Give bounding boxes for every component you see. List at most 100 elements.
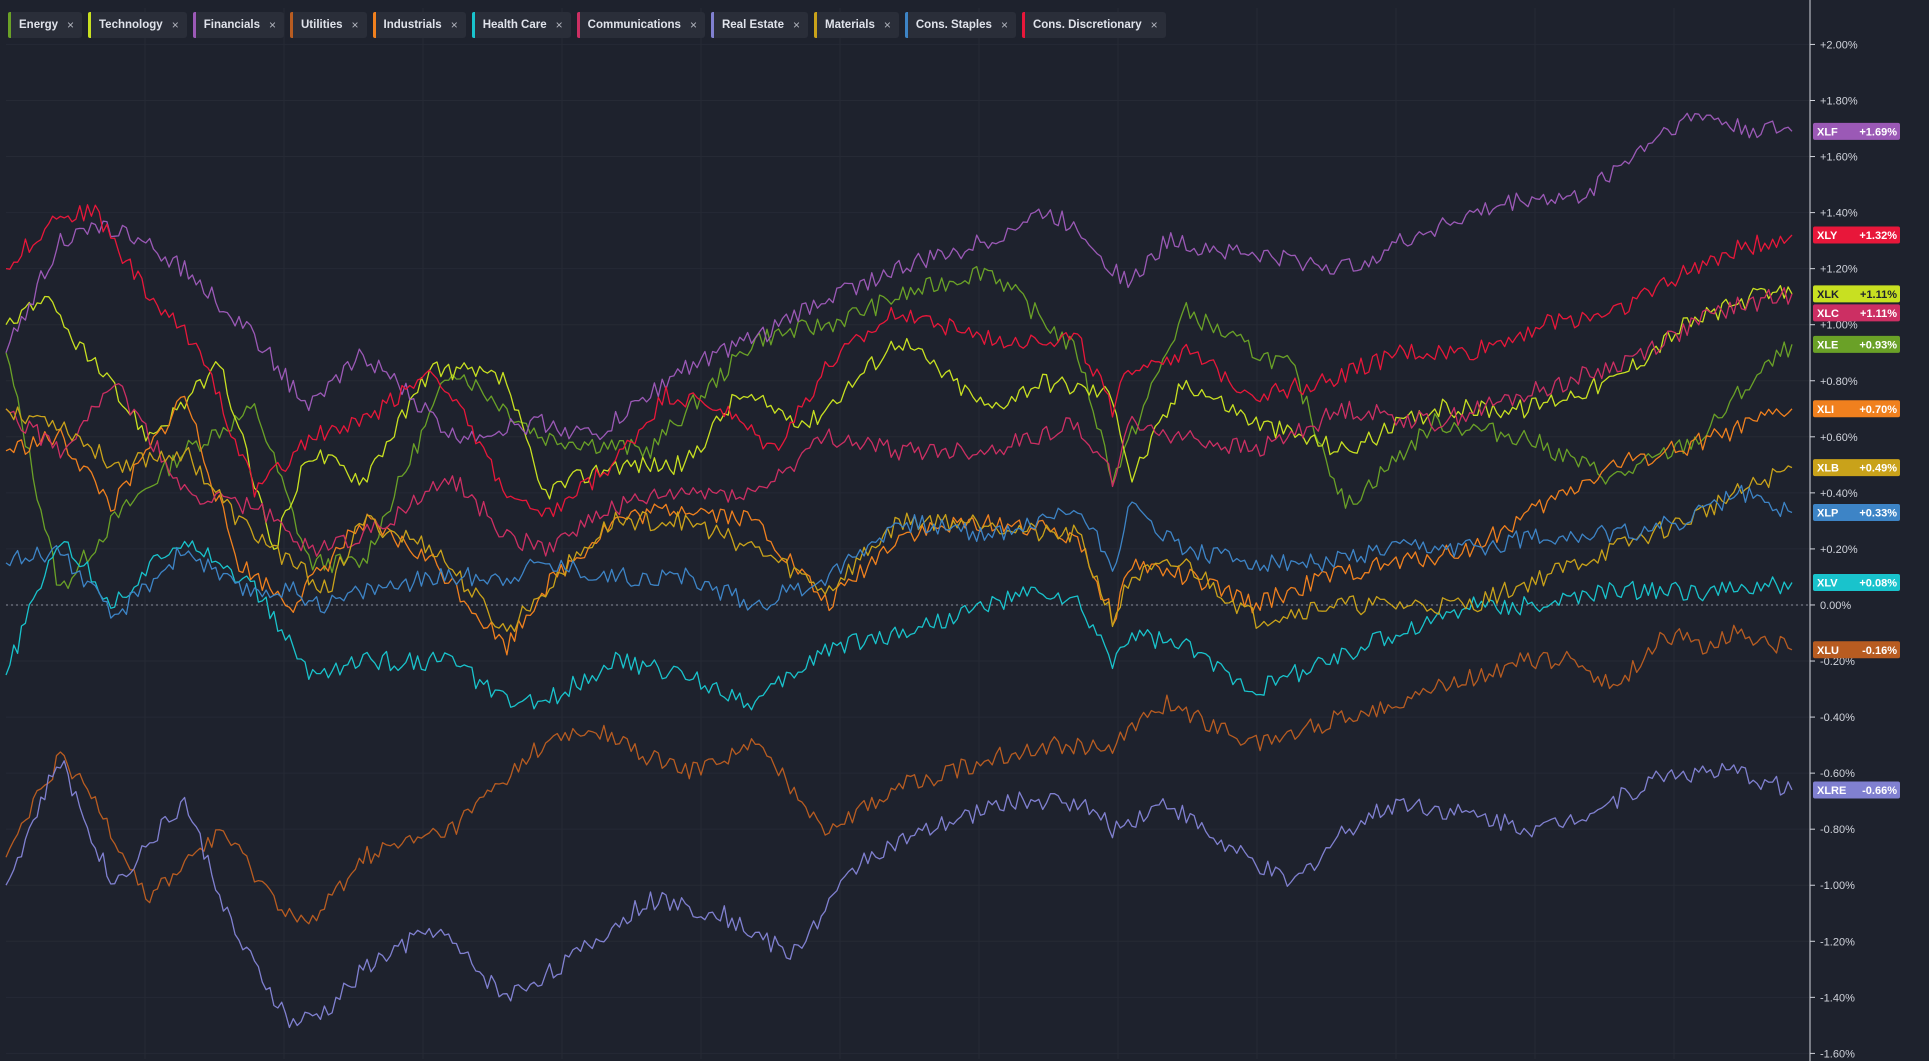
close-icon[interactable]: × [1150, 18, 1158, 32]
tag-background [1813, 781, 1900, 799]
series-line-xlc[interactable] [5, 287, 1793, 557]
tag-ticker: XLF [1817, 126, 1838, 138]
chart-grid [6, 8, 1810, 1059]
last-value-tag-xlf: XLF +1.69% [1813, 122, 1900, 140]
close-icon[interactable]: × [792, 18, 800, 32]
legend-bar: Energy × Technology × Financials × Utilities × I… [8, 12, 1166, 38]
legend-label: Financials [203, 19, 260, 31]
close-icon[interactable]: × [67, 18, 75, 32]
series-line-xli[interactable] [5, 395, 1793, 656]
legend-color-swatch [289, 12, 293, 38]
tag-value: +0.49% [1859, 463, 1897, 475]
legend-chip-utilities[interactable]: Utilities × [289, 12, 367, 38]
legend-color-swatch [471, 12, 475, 38]
y-tick-label: +1.60% [1820, 152, 1858, 164]
series-line-xlv[interactable] [5, 540, 1793, 711]
legend-color-swatch [904, 12, 908, 38]
legend-label: Energy [19, 19, 58, 31]
last-value-tag-xlv: XLV +0.08% [1813, 574, 1900, 592]
close-icon[interactable]: × [555, 18, 563, 32]
legend-label: Materials [825, 19, 875, 31]
last-value-tag-xlre: XLRE -0.66% [1813, 781, 1900, 799]
last-value-tag-xlb: XLB +0.49% [1813, 459, 1900, 477]
legend-chip-industrials[interactable]: Industrials × [372, 12, 466, 38]
tag-ticker: XLB [1817, 463, 1839, 475]
y-tick-label: -1.00% [1820, 880, 1855, 892]
y-tick-label: -0.40% [1820, 712, 1855, 724]
series-line-xlre[interactable] [5, 760, 1793, 1029]
legend-label: Utilities [300, 19, 343, 31]
tag-value: +1.11% [1860, 289, 1897, 301]
legend-chip-materials[interactable]: Materials × [814, 12, 899, 38]
legend-label: Communications [587, 19, 681, 31]
close-icon[interactable]: × [351, 18, 359, 32]
tag-background [1813, 122, 1900, 140]
tag-ticker: XLY [1817, 230, 1838, 242]
series-line-xlf[interactable] [5, 112, 1793, 444]
legend-label: Cons. Discretionary [1032, 19, 1142, 31]
close-icon[interactable]: × [268, 18, 276, 32]
series-line-xle[interactable] [5, 265, 1793, 590]
y-tick-label: -1.20% [1820, 936, 1855, 948]
legend-color-swatch [814, 12, 817, 38]
tag-value: +0.08% [1859, 578, 1897, 590]
tag-ticker: XLU [1817, 645, 1839, 657]
legend-chip-health-care[interactable]: Health Care × [471, 12, 571, 38]
y-tick-label: +1.20% [1820, 264, 1858, 276]
tag-value: +1.32% [1859, 230, 1897, 242]
tag-value: +0.33% [1859, 507, 1897, 519]
legend-chip-energy[interactable]: Energy × [8, 12, 83, 38]
series-line-xlk[interactable] [5, 285, 1793, 550]
last-value-tag-xli: XLI +0.70% [1813, 400, 1900, 418]
last-value-tags: XLF +1.69% XLY +1.32% XLK +1.11% XLC +1.11% XLE +… [1813, 122, 1900, 799]
legend-label: Real Estate [721, 19, 784, 31]
legend-chip-cons-staples[interactable]: Cons. Staples × [904, 12, 1016, 38]
legend-chip-financials[interactable]: Financials × [192, 12, 284, 38]
tag-ticker: XLK [1817, 289, 1839, 301]
tag-ticker: XLV [1817, 578, 1838, 590]
legend-color-swatch [710, 12, 714, 38]
close-icon[interactable]: × [689, 18, 697, 32]
legend-label: Technology [99, 19, 163, 31]
legend-color-swatch [88, 12, 92, 38]
series-line-xlb[interactable] [5, 406, 1793, 633]
legend-chip-real-estate[interactable]: Real Estate × [710, 12, 808, 38]
legend-chip-technology[interactable]: Technology × [88, 12, 187, 38]
close-icon[interactable]: × [1000, 18, 1008, 32]
tag-background [1813, 226, 1900, 244]
tag-background [1813, 400, 1900, 418]
legend-color-swatch [192, 12, 196, 38]
y-tick-label: +0.40% [1820, 488, 1858, 500]
legend-chip-communications[interactable]: Communications × [576, 12, 705, 38]
y-tick-label: -1.60% [1820, 1048, 1855, 1060]
last-value-tag-xlp: XLP +0.33% [1813, 503, 1900, 521]
tag-ticker: XLE [1817, 339, 1838, 351]
y-tick-label: +1.00% [1820, 320, 1858, 332]
legend-color-swatch [372, 12, 376, 38]
tag-background [1813, 304, 1900, 322]
price-scale[interactable]: +2.00% +1.80% +1.60% +1.40% +1.20% +1.00% +0.8… [1809, 0, 1858, 1061]
y-tick-label: 0.00% [1820, 600, 1851, 612]
tag-ticker: XLRE [1817, 785, 1846, 797]
series-line-xlp[interactable] [5, 484, 1793, 619]
close-icon[interactable]: × [883, 18, 891, 32]
close-icon[interactable]: × [171, 18, 179, 32]
close-icon[interactable]: × [450, 18, 458, 32]
y-tick-label: -0.80% [1820, 824, 1855, 836]
legend-color-swatch [1021, 12, 1025, 38]
legend-chip-cons-discretionary[interactable]: Cons. Discretionary × [1021, 12, 1166, 38]
y-tick-label: -1.40% [1820, 992, 1855, 1004]
tag-value: +1.69% [1859, 126, 1897, 138]
y-tick-label: +0.20% [1820, 544, 1858, 556]
last-value-tag-xlc: XLC +1.11% [1813, 304, 1900, 322]
series-line-xlu[interactable] [5, 624, 1793, 925]
legend-color-swatch [8, 12, 11, 38]
series-line-xly[interactable] [5, 204, 1793, 518]
tag-value: +0.70% [1859, 404, 1897, 416]
legend-label: Health Care [482, 19, 547, 31]
y-tick-label: -0.60% [1820, 768, 1855, 780]
tag-ticker: XLI [1817, 404, 1834, 416]
y-tick-label: -0.20% [1820, 656, 1855, 668]
tag-ticker: XLP [1817, 507, 1838, 519]
